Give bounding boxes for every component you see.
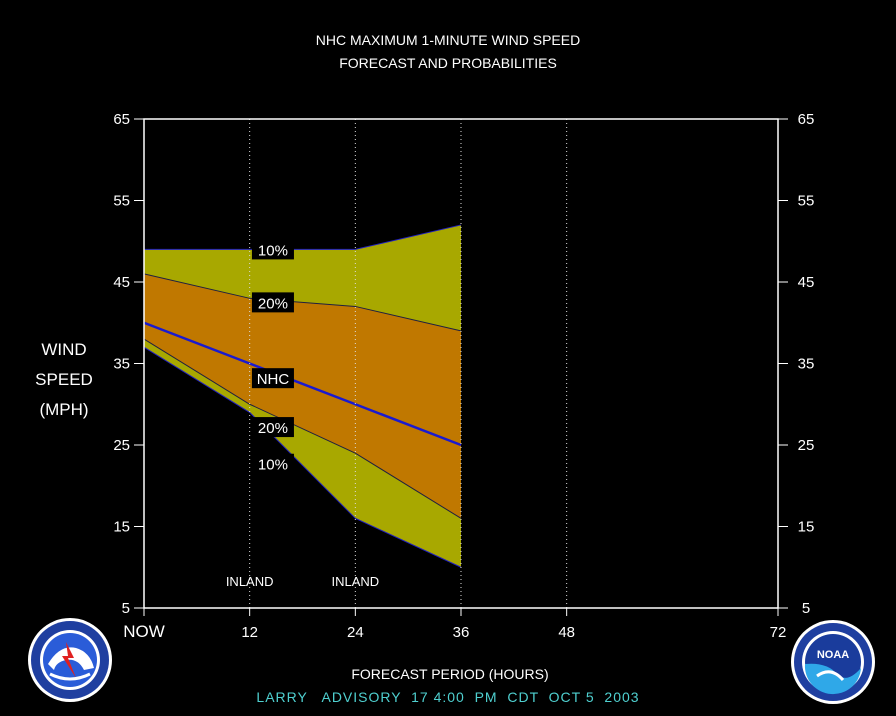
inland-annotation: INLAND [226,574,274,589]
band-label: 10% [258,242,288,259]
y-tick-label-right: 35 [798,356,815,373]
band-label-bg [251,453,294,474]
y-axis-label-line-3: (MPH) [39,400,88,419]
svg-text:NOAA: NOAA [817,649,849,661]
probability-bands [144,224,461,568]
series-lines [143,224,462,568]
band-label-bg [251,239,294,260]
inland-annotation: INLAND [331,574,379,589]
x-tick-label: 48 [558,624,575,641]
band-label: 10% [258,457,288,474]
y-tick-label-right: 25 [798,437,815,454]
band-label-bg [251,368,294,389]
y-tick-label-left: 55 [113,193,130,210]
x-tick-label: 12 [241,624,258,641]
y-tick-label-right: 5 [802,600,810,617]
x-axis-label: FORECAST PERIOD (HOURS) [351,666,548,682]
band-label-bg [251,417,294,438]
noaa-logo: NOAA [791,620,875,704]
y-tick-label-right: 15 [798,519,815,536]
series-line-lower-20 [143,338,462,519]
band-label-bg [251,292,294,313]
y-tick-label-right: 55 [798,193,815,210]
y-tick-label-left: 65 [113,111,130,128]
x-tick-label: NOW [123,622,165,641]
y-axis-label-line-1: WIND [41,340,86,359]
y-tick-label-right: 65 [798,111,815,128]
inland-annotations: INLAND INLAND [226,574,379,589]
series-line-upper-20 [143,273,462,332]
chart-title-line-1: NHC MAXIMUM 1-MINUTE WIND SPEED [316,32,580,48]
x-tick-label: 36 [453,624,470,641]
band-20-percent [144,273,461,519]
y-tick-label-left: 45 [113,274,130,291]
series-line-upper-10 [144,224,462,250]
chart-title-line-2: FORECAST AND PROBABILITIES [339,55,557,71]
vertical-gridlines [249,119,568,608]
y-tick-label-left: 25 [113,437,130,454]
y-tick-label-left: 15 [113,519,130,536]
series-line-nhc-forecast [143,321,462,447]
series-line-lower-10 [143,346,462,568]
y-axis-label-line-2: SPEED [35,370,93,389]
x-tick-label: 72 [770,624,787,641]
band-label: 20% [258,295,288,312]
y-tick-label-right: 45 [798,274,815,291]
band-labels: 10% 20% NHC 20% 10% [251,239,294,474]
band-label: NHC [257,371,290,388]
y-tick-label-left: 35 [113,356,130,373]
nws-logo [28,618,112,702]
y-tick-label-left: 5 [122,600,130,617]
advisory-line: LARRY ADVISORY 17 4:00 PM CDT OCT 5 2003 [256,689,639,705]
band-label: 20% [258,420,288,437]
x-tick-label: 24 [347,624,364,641]
